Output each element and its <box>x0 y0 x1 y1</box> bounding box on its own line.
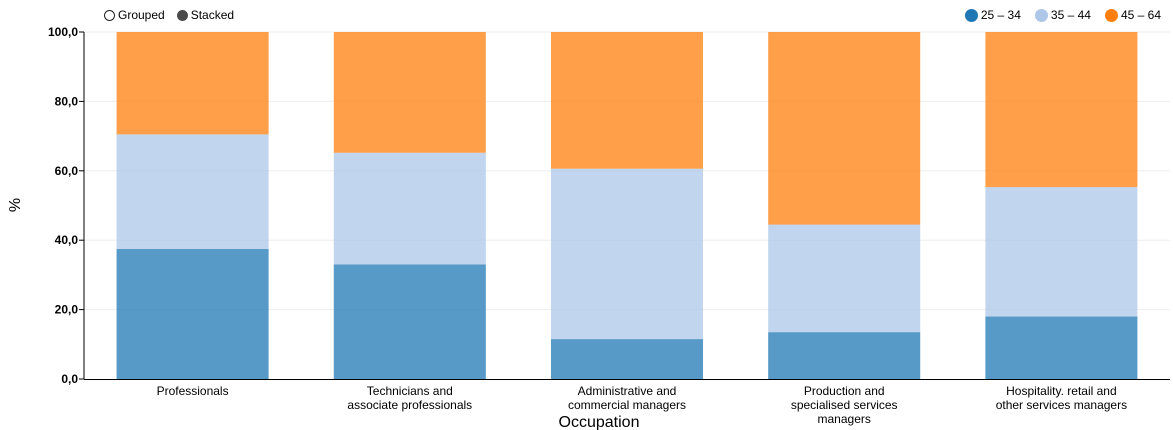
y-tick-label: 60,0 <box>55 164 79 178</box>
y-tick-label: 100,0 <box>48 25 78 39</box>
x-axis-title: Occupation <box>559 414 640 430</box>
x-category-label-line: Production and <box>804 384 885 398</box>
chart-legend: 25 – 34 35 – 44 45 – 64 <box>964 8 1161 22</box>
bar-segment <box>985 32 1138 188</box>
x-category-label-line: Administrative and <box>578 384 677 398</box>
x-category-label: Professionals <box>157 384 229 398</box>
grouped-radio-icon[interactable] <box>104 9 115 21</box>
y-tick-label: 80,0 <box>55 94 79 108</box>
x-category-label: Administrative and commercial managers <box>568 384 686 412</box>
y-axis-title: % <box>7 198 24 212</box>
y-tick-label: 20,0 <box>55 303 79 317</box>
y-tick-label: 0,0 <box>61 372 78 386</box>
legend-item[interactable]: 25 – 34 <box>964 8 1021 22</box>
x-category-label: Hospitality. retail and other services ma… <box>996 384 1127 412</box>
stacked-label: Stacked <box>190 8 235 22</box>
legend-swatch-icon <box>1104 8 1118 22</box>
legend-swatch-icon <box>964 8 978 22</box>
bar-segment <box>985 187 1138 317</box>
bar-segment <box>550 32 704 169</box>
x-category-label-line: commercial managers <box>568 398 686 412</box>
bar-segment <box>768 224 921 333</box>
legend-label: 45 – 64 <box>1120 8 1161 22</box>
stacked-radio-icon[interactable] <box>176 9 188 21</box>
bar-segment <box>333 264 486 379</box>
x-category-label-line: Professionals <box>157 384 229 398</box>
x-category-label-line: managers <box>818 412 871 426</box>
grouped-option[interactable]: Grouped <box>104 8 165 22</box>
x-category-label-line: other services managers <box>996 398 1127 412</box>
stacked-option[interactable]: Stacked <box>176 8 235 22</box>
x-category-label-line: Hospitality. retail and <box>1006 384 1117 398</box>
chart-mode-toggle: Grouped Stacked <box>104 8 234 22</box>
bar-segment <box>333 152 486 265</box>
legend-label: 35 – 44 <box>1050 8 1091 22</box>
bar-segment <box>116 134 269 249</box>
x-category-label: Technicians and associate professionals <box>347 384 472 412</box>
x-category-label-line: associate professionals <box>347 398 472 412</box>
x-category-label: Production and specialised services manage… <box>791 384 898 426</box>
grouped-label: Grouped <box>118 8 165 22</box>
bar-segment <box>116 248 269 379</box>
legend-label: 25 – 34 <box>980 8 1021 22</box>
bar-segment <box>550 339 704 379</box>
legend-item[interactable]: 45 – 64 <box>1104 8 1161 22</box>
y-tick-label: 40,0 <box>55 233 79 247</box>
bar-segment <box>985 316 1138 379</box>
x-category-label-line: Technicians and <box>367 384 453 398</box>
bar-segment <box>768 32 921 225</box>
bar-segment <box>116 32 269 135</box>
legend-item[interactable]: 35 – 44 <box>1034 8 1091 22</box>
x-category-label-line: specialised services <box>791 398 898 412</box>
bar-segment <box>550 168 704 340</box>
bar-segment <box>768 332 921 379</box>
legend-swatch-icon <box>1034 8 1048 22</box>
bar-segment <box>333 32 486 153</box>
